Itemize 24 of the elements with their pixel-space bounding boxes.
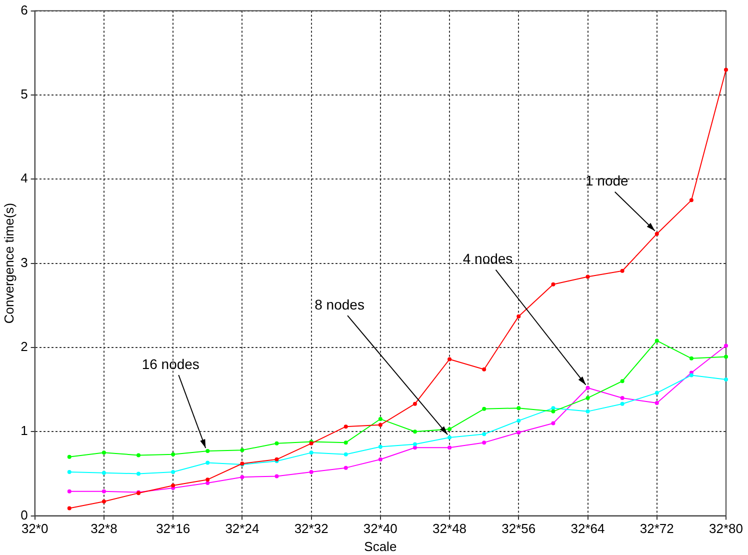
x-tick-label: 32*32 bbox=[294, 521, 328, 536]
x-tick-label: 32*72 bbox=[640, 521, 674, 536]
text: 16 nodes bbox=[142, 356, 200, 372]
text: 4 nodes bbox=[462, 250, 513, 267]
x-tick-label: 32*48 bbox=[432, 521, 467, 536]
y-tick-label: 4 bbox=[20, 170, 28, 186]
y-tick-label: 5 bbox=[20, 86, 28, 102]
y-tick-label: 3 bbox=[20, 254, 28, 270]
y-tick-label: 2 bbox=[20, 339, 28, 354]
x-tick-label: 32*80 bbox=[709, 521, 743, 536]
text: 8 nodes bbox=[314, 296, 364, 312]
x-tick-label: 32*0 bbox=[21, 521, 48, 536]
y-tick-label: 0 bbox=[20, 507, 28, 522]
y-tick-label: 1 bbox=[20, 423, 28, 438]
y-axis-title: Convergence time(s) bbox=[1, 202, 16, 324]
x-tick-label: 32*40 bbox=[363, 521, 398, 536]
y-tick-label: 6 bbox=[20, 2, 28, 18]
x-tick-label: 32*56 bbox=[502, 521, 536, 536]
x-tick-label: 32*8 bbox=[90, 521, 118, 536]
x-tick-label: 32*64 bbox=[570, 521, 605, 536]
text: 1 node bbox=[585, 172, 629, 189]
x-tick-label: 32*24 bbox=[225, 521, 260, 536]
x-tick-label: 32*16 bbox=[156, 521, 190, 536]
x-axis-title: Scale bbox=[364, 538, 397, 554]
